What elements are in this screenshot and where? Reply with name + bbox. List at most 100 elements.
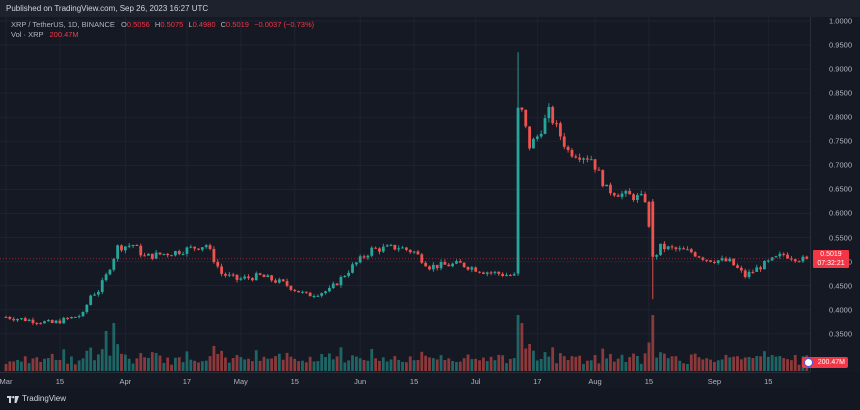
time-axis[interactable]: Mar 15 Apr 17 May 15 Jun 15 Jul 17 Aug 15 Sep 15: [0, 372, 810, 388]
candle-body: [8, 316, 12, 319]
time-tick-label: 15: [644, 377, 654, 386]
volume-bar: [289, 356, 293, 371]
volume-bar: [108, 355, 112, 371]
volume-bar: [539, 358, 543, 371]
candle-body: [139, 245, 143, 256]
candle-body: [643, 193, 647, 202]
volume-bar: [285, 352, 289, 371]
volume-bar: [562, 356, 566, 371]
candle-body: [674, 247, 678, 250]
volume-bar: [732, 356, 736, 371]
volume-bar: [127, 358, 131, 371]
candle-body: [378, 248, 381, 252]
volume-bar: [793, 354, 797, 371]
volume-bar: [408, 356, 412, 371]
volume-bar: [58, 360, 62, 371]
candle-body: [516, 107, 520, 274]
volume-bar: [639, 363, 643, 371]
candle-body: [285, 281, 289, 286]
legend-close: 0.5019: [226, 20, 249, 29]
candle-body: [774, 256, 778, 258]
candle-body: [127, 245, 131, 247]
volume-bar: [501, 355, 505, 371]
volume-bar: [774, 356, 778, 371]
candle-body: [585, 158, 589, 160]
candle-body: [43, 321, 46, 324]
volume-bar: [301, 360, 304, 371]
candle-body: [312, 296, 316, 298]
candle-body: [689, 249, 693, 253]
price-tick-label: 0.8500: [829, 88, 852, 98]
candle-body: [528, 126, 531, 149]
volume-bar: [104, 331, 108, 371]
candle-body: [77, 316, 81, 318]
candle-body: [601, 170, 605, 187]
volume-bar: [254, 350, 258, 371]
volume-bar: [389, 359, 393, 371]
volume-bar: [297, 361, 300, 371]
volume-bar: [374, 358, 377, 371]
candle-body: [381, 246, 385, 252]
candle-body: [539, 133, 543, 137]
candle-body: [331, 283, 335, 289]
time-tick-label: 17: [182, 377, 192, 386]
candle-body: [31, 319, 35, 324]
volume-bar: [597, 363, 601, 371]
volume-bar: [632, 353, 635, 371]
volume-bar: [8, 361, 12, 371]
candle-body: [628, 190, 632, 195]
volume-bar: [62, 349, 66, 371]
candle-body: [297, 290, 300, 293]
volume-bar: [20, 361, 23, 371]
legend-open: 0.5056: [126, 20, 150, 29]
volume-bar: [713, 362, 716, 371]
candle-body: [470, 267, 474, 270]
volume-bar: [46, 358, 50, 371]
candle-body: [251, 278, 254, 281]
candle-body: [497, 271, 501, 274]
candle-body: [520, 107, 524, 110]
candle-body: [4, 316, 8, 318]
volume-bar: [482, 357, 485, 371]
volume-bar: [401, 361, 404, 371]
volume-bar: [370, 348, 374, 371]
candle-body: [227, 274, 231, 276]
candle-body: [451, 263, 454, 267]
legend-close-label: C: [220, 20, 227, 29]
candle-body: [112, 258, 116, 270]
price-tick-label: 0.7500: [829, 136, 852, 146]
candle-body: [174, 251, 177, 256]
volume-bar: [405, 362, 408, 371]
chart-area[interactable]: [0, 17, 810, 372]
volume-bar: [786, 359, 789, 371]
volume-bar: [420, 351, 424, 371]
time-tick-label: Aug: [588, 377, 602, 386]
candle-body: [277, 279, 281, 283]
volume-bar: [227, 362, 231, 371]
candle-body: [666, 246, 670, 250]
volume-bar: [50, 353, 54, 371]
volume-bar: [366, 360, 370, 371]
candle-body: [543, 118, 547, 134]
volume-bar: [505, 363, 508, 371]
volume-bar: [647, 342, 651, 371]
volume-bar: [585, 360, 589, 371]
volume-bar: [739, 359, 743, 371]
volume-bar: [520, 323, 524, 371]
volume-bar: [362, 359, 366, 371]
volume-bar: [93, 360, 96, 371]
volume-bar: [131, 363, 135, 371]
volume-bar: [678, 360, 682, 371]
volume-bar: [81, 358, 85, 371]
volume-bar: [204, 360, 208, 371]
volume-bar: [532, 350, 535, 371]
candle-body: [320, 293, 324, 296]
candle-body: [131, 244, 135, 246]
time-tick-label: May: [233, 377, 248, 386]
candle-body: [466, 267, 470, 270]
volume-bar: [358, 358, 362, 371]
chart-legend: XRP / TetherUS, 1D, BINANCE O0.5056 H0.5…: [11, 20, 314, 40]
price-axis[interactable]: 1.0000 0.9500 0.9000 0.8500 0.8000 0.7500 0.70…: [810, 17, 860, 372]
candle-body: [366, 255, 370, 258]
